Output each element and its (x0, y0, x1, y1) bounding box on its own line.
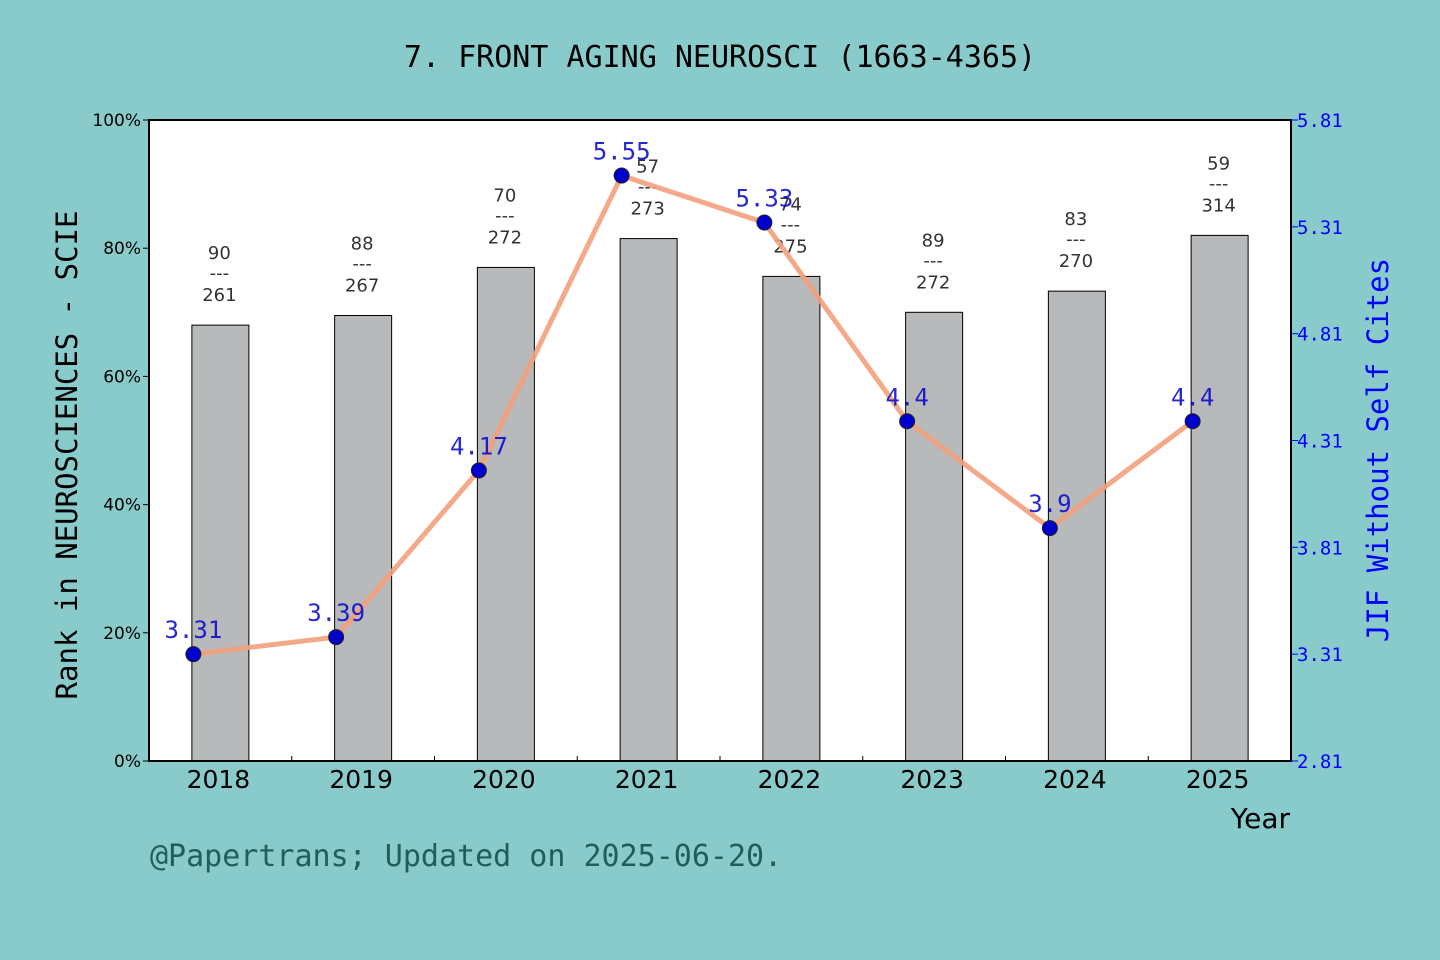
jif-point-2018 (185, 646, 202, 663)
jif-value-2023: 4.4 (885, 383, 928, 411)
jif-value-2021: 5.55 (593, 138, 651, 166)
y-tick-label: 40% (103, 496, 141, 516)
rank-separator-2018: --- (210, 263, 230, 284)
rank-separator-2024: --- (1066, 229, 1086, 250)
plot-area (149, 120, 1291, 761)
y2-tick-label: 5.31 (1297, 217, 1343, 239)
rank-separator-2023: --- (923, 250, 943, 271)
y2-tick-label: 4.31 (1297, 431, 1343, 453)
axes-group: 0% 20% 40% 60% 80% 100% 2.81 3.31 3.81 4.31 4.81 5.… (92, 110, 1342, 794)
total-label-2022: 275 (773, 236, 807, 257)
jif-value-2022: 5.33 (735, 185, 793, 213)
y2-axis-label: JIF Without Self Cites (1361, 258, 1395, 642)
footer-credit: @Papertrans; Updated on 2025-06-20. (150, 839, 782, 874)
jif-value-2019: 3.39 (307, 599, 365, 627)
y-tick-label: 20% (103, 624, 141, 644)
y-tick-label: 80% (103, 239, 141, 259)
y2-tick-label: 3.31 (1297, 644, 1343, 666)
jif-point-2019 (328, 629, 345, 646)
jif-point-2023 (899, 413, 916, 430)
x-tick-label-2025: 2025 (1186, 765, 1250, 794)
y2-tick-label: 3.81 (1297, 537, 1343, 559)
total-label-2021: 273 (630, 199, 664, 220)
jif-value-2024: 3.9 (1028, 490, 1071, 518)
x-tick-label-2022: 2022 (758, 765, 822, 794)
y2-tick-label: 5.81 (1297, 110, 1343, 132)
total-label-2018: 261 (202, 285, 236, 306)
line-layer: 3.31 3.39 4.17 5.55 5.33 4.4 3.9 4.4 (164, 138, 1214, 663)
rank-label-2022: 74 (779, 194, 802, 215)
bar-2023 (905, 311, 964, 762)
rank-separator-2019: --- (352, 254, 372, 275)
bar-2019 (334, 315, 393, 762)
rank-label-2019: 88 (351, 234, 374, 255)
jif-value-2020: 4.17 (450, 432, 508, 460)
jif-point-2024 (1041, 520, 1058, 537)
jif-point-2025 (1184, 413, 1201, 430)
y2-tick-label: 2.81 (1297, 751, 1343, 773)
x-tick-label-2024: 2024 (1043, 765, 1107, 794)
y-tick-label: 0% (114, 752, 141, 772)
rank-separator-2022: --- (781, 214, 801, 235)
x-axis-label: Year (1230, 802, 1291, 835)
total-label-2023: 272 (916, 272, 950, 293)
x-tick-label-2019: 2019 (329, 765, 393, 794)
rank-label-2021: 57 (636, 157, 659, 178)
chart-title: 7. FRONT AGING NEUROSCI (1663-4365) (404, 40, 1036, 75)
jif-value-2018: 3.31 (164, 616, 222, 644)
total-label-2019: 267 (345, 276, 379, 297)
rank-label-2025: 59 (1207, 153, 1230, 174)
jif-point-2020 (470, 462, 487, 479)
y-axis-label: Rank in NEUROSCIENCES - SCIE (50, 211, 84, 700)
jif-value-2025: 4.4 (1171, 383, 1214, 411)
x-tick-label-2023: 2023 (900, 765, 964, 794)
total-label-2024: 270 (1059, 251, 1093, 272)
bar-2021 (619, 238, 678, 762)
bar-2025 (1190, 234, 1249, 762)
y-tick-label: 100% (92, 111, 141, 131)
y2-tick-label: 4.81 (1297, 324, 1343, 346)
rank-label-2018: 90 (208, 243, 231, 264)
bar-2018 (191, 324, 250, 762)
x-tick-label-2020: 2020 (472, 765, 536, 794)
x-tick-label-2021: 2021 (615, 765, 679, 794)
total-label-2020: 272 (488, 227, 522, 248)
rank-label-2020: 70 (493, 185, 516, 206)
x-tick-label-2018: 2018 (187, 765, 251, 794)
rank-separator-2020: --- (495, 205, 515, 226)
jif-point-2021 (613, 167, 630, 184)
rank-separator-2025: --- (1209, 173, 1229, 194)
bar-2020 (476, 266, 535, 762)
jif-point-2022 (756, 214, 773, 231)
bar-2022 (762, 275, 821, 762)
y-tick-label: 60% (103, 367, 141, 387)
rank-label-2024: 83 (1064, 209, 1087, 230)
jif-line (193, 173, 1195, 657)
total-label-2025: 314 (1201, 195, 1235, 216)
rank-label-2023: 89 (922, 230, 945, 251)
